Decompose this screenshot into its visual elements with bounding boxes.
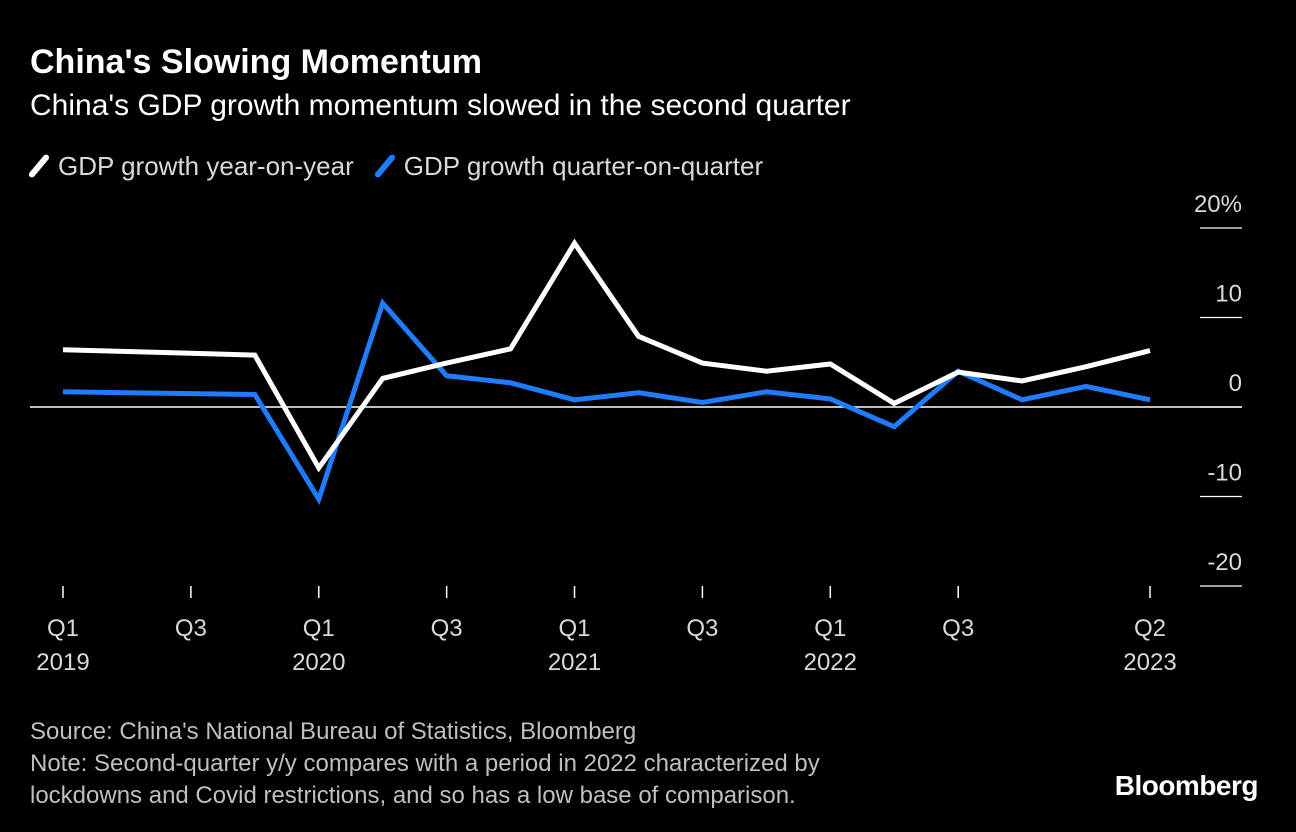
y-tick-label: -10 bbox=[1207, 460, 1242, 487]
x-tick-label-year: 2021 bbox=[548, 649, 601, 676]
bloomberg-logo: Bloomberg bbox=[1114, 770, 1259, 801]
x-tick-label-quarter: Q1 bbox=[47, 615, 79, 642]
x-tick-label-quarter: Q3 bbox=[686, 615, 718, 642]
series-layer bbox=[62, 238, 1151, 506]
footer: Source: China's National Bureau of Stati… bbox=[30, 716, 820, 812]
legend-item-yoy: GDP growth year-on-year bbox=[27, 150, 354, 182]
x-tick-label-year: 2020 bbox=[292, 649, 345, 676]
y-axis: 20% 10 0 -10 -20 bbox=[1194, 191, 1242, 587]
series-line-qoq bbox=[62, 298, 1151, 506]
legend: GDP growth year-on-year GDP growth quart… bbox=[27, 148, 785, 184]
x-tick-label-year: 2022 bbox=[804, 649, 857, 676]
y-tick-label: 10 bbox=[1215, 281, 1242, 308]
y-tick-label: 0 bbox=[1229, 370, 1242, 397]
source-note: Source: China's National Bureau of Stati… bbox=[30, 718, 637, 745]
x-tick-label-quarter: Q1 bbox=[814, 615, 846, 642]
x-tick-label-year: 2019 bbox=[36, 649, 89, 676]
series-line-yoy bbox=[62, 238, 1151, 473]
chart-title: China's Slowing Momentum bbox=[30, 43, 482, 81]
x-tick-label-year: 2023 bbox=[1123, 649, 1176, 676]
legend-item-qoq: GDP growth quarter-on-quarter bbox=[373, 150, 764, 182]
x-tick-label-quarter: Q3 bbox=[175, 615, 207, 642]
x-tick-label-quarter: Q2 bbox=[1134, 615, 1166, 642]
y-tick-label: 20% bbox=[1194, 191, 1242, 218]
note-line-2: lockdowns and Covid restrictions, and so… bbox=[30, 782, 796, 809]
x-axis: Q1 2019 Q3 Q1 2020 Q3 Q1 2021 Q3 Q1 2022 Q3 Q2 2023 bbox=[36, 586, 1177, 676]
y-tick-label: -20 bbox=[1207, 549, 1242, 576]
chart-subtitle: China's GDP growth momentum slowed in th… bbox=[30, 89, 851, 122]
legend-label-qoq: GDP growth quarter-on-quarter bbox=[403, 150, 764, 181]
x-tick-label-quarter: Q1 bbox=[303, 615, 335, 642]
note-line-1: Note: Second-quarter y/y compares with a… bbox=[30, 750, 820, 777]
line-chart: 20% 10 0 -10 -20 Q1 2019 Q3 Q1 2020 Q3 Q1 2021 Q3 Q1 2… bbox=[30, 191, 1242, 676]
legend-label-yoy: GDP growth year-on-year bbox=[58, 150, 354, 181]
x-tick-label-quarter: Q3 bbox=[942, 615, 974, 642]
x-tick-label-quarter: Q1 bbox=[559, 615, 591, 642]
x-tick-label-quarter: Q3 bbox=[431, 615, 463, 642]
